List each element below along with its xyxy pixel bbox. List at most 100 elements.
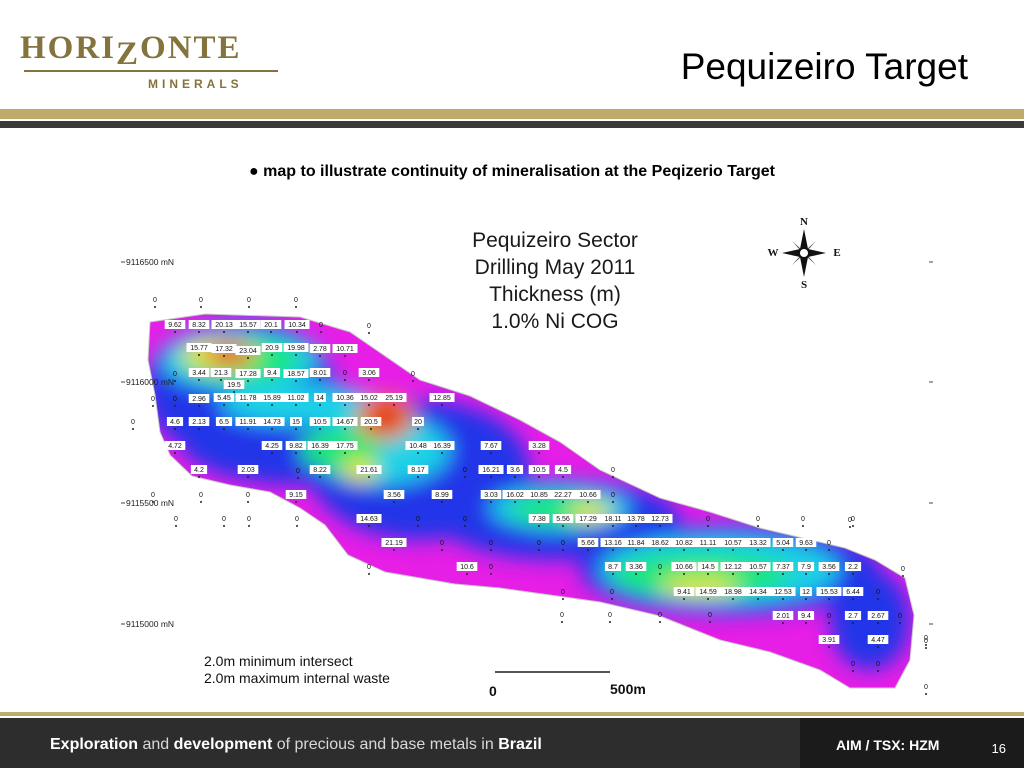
drill-hole-collar	[247, 428, 249, 430]
drill-hole-collar	[782, 598, 784, 600]
drill-hole-zero: 0	[924, 684, 928, 695]
drill-hole-label: 7.38	[528, 514, 550, 527]
drill-hole-collar	[852, 622, 854, 624]
compass-rose-icon: N S E W	[768, 216, 841, 291]
drill-hole-value: 0	[294, 297, 298, 304]
drill-hole-zero: 0	[611, 467, 615, 478]
drill-hole-label: 20	[412, 417, 424, 430]
drill-hole-value: 2.03	[241, 467, 255, 474]
drill-hole-label: 9.41	[673, 587, 695, 600]
drill-hole-collar	[635, 573, 637, 575]
drill-hole-label-bg	[720, 538, 746, 547]
drill-hole-collar	[198, 428, 200, 430]
drill-hole-value: 11.02	[288, 395, 305, 402]
drill-hole-value: 0	[708, 612, 712, 619]
drill-hole-value: 18.11	[605, 516, 622, 523]
footer-tag-part: development	[173, 736, 273, 753]
drill-hole-value: 10.5	[313, 419, 327, 426]
drill-hole-label-bg	[575, 514, 601, 523]
drill-hole-collar	[248, 306, 250, 308]
northing-label: 9115500 mN	[126, 498, 174, 508]
drill-hole-collar	[852, 573, 854, 575]
drill-hole-label: 15	[290, 417, 302, 430]
drill-hole-label-bg	[647, 514, 673, 523]
drill-hole-value: 0	[610, 589, 614, 596]
drill-hole-label: 10.5	[309, 417, 331, 430]
drill-hole-value: 8.22	[313, 467, 327, 474]
drill-hole-value: 3.03	[484, 492, 498, 499]
drill-hole-label: 13.78	[623, 514, 649, 527]
drill-hole-value: 0	[367, 564, 371, 571]
drill-hole-value: 0	[876, 661, 880, 668]
drill-hole-zero: 0	[173, 371, 177, 382]
drill-hole-collar	[220, 379, 222, 381]
drill-hole-collar	[538, 501, 540, 503]
drill-hole-label-bg	[550, 490, 576, 499]
drill-hole-zero: 0	[611, 492, 615, 503]
scale-start-label: 0	[489, 683, 497, 699]
drill-hole-label: 3.36	[625, 562, 647, 575]
drill-hole-collar	[132, 428, 134, 430]
legend-max-waste: 2.0m maximum internal waste	[204, 670, 390, 686]
drill-hole-collar	[925, 693, 927, 695]
drill-hole-label-bg	[772, 562, 794, 571]
drill-hole-label-bg	[283, 343, 309, 352]
drill-hole-value: 0	[611, 492, 615, 499]
drill-hole-value: 2.2	[848, 564, 858, 571]
drill-hole-value: 12.53	[774, 589, 792, 596]
header-dark-band	[0, 121, 1024, 128]
drill-hole-label-bg	[625, 562, 647, 571]
drill-hole-collar	[417, 428, 419, 430]
drill-hole-label: 8.01	[309, 368, 331, 381]
drill-hole-label: 17.28	[235, 369, 261, 382]
drill-hole-collar	[538, 549, 540, 551]
drill-hole-value: 18.98	[724, 589, 742, 596]
drill-hole-value: 0	[801, 516, 805, 523]
drill-hole-label-bg	[259, 417, 285, 426]
drill-hole-value: 0	[489, 564, 493, 571]
drill-hole-collar	[319, 476, 321, 478]
drill-hole-collar	[611, 598, 613, 600]
drill-hole-collar	[247, 380, 249, 382]
drill-hole-label: 2.78	[309, 344, 331, 357]
drill-hole-label: 20.9	[261, 343, 283, 356]
drill-hole-label-bg	[770, 587, 796, 596]
drill-hole-label: 2.03	[237, 465, 259, 478]
drill-hole-collar	[198, 354, 200, 356]
drill-hole-value: 0	[848, 517, 852, 524]
drill-hole-value: 19.5	[227, 382, 241, 389]
drill-hole-label-bg	[356, 465, 382, 474]
drill-hole-label: 9.15	[285, 490, 307, 503]
drill-hole-label: 10.66	[575, 490, 601, 503]
drill-hole-zero: 0	[319, 322, 323, 333]
drill-hole-value: 0	[901, 566, 905, 573]
drill-hole-zero: 0	[851, 516, 855, 527]
drill-hole-value: 8.7	[608, 564, 618, 571]
drill-hole-collar	[732, 598, 734, 600]
drill-hole-label: 5.66	[577, 538, 599, 551]
drill-hole-label: 17.32	[211, 344, 237, 357]
drill-hole-collar	[393, 501, 395, 503]
drill-hole-label: 25.19	[381, 393, 407, 406]
drill-hole-label: 3.03	[480, 490, 502, 503]
drill-hole-label: 13.32	[745, 538, 771, 551]
drill-hole-collar	[154, 306, 156, 308]
drill-hole-label-bg	[604, 562, 622, 571]
drill-hole-value: 0	[463, 467, 467, 474]
drill-hole-value: 14.63	[360, 516, 378, 523]
drill-hole-label: 9.82	[285, 441, 307, 454]
drill-hole-value: 16.39	[311, 443, 329, 450]
drill-hole-collar	[174, 380, 176, 382]
drill-hole-value: 9.62	[168, 322, 182, 329]
drill-hole-value: 7.9	[801, 564, 811, 571]
drill-hole-collar	[295, 404, 297, 406]
drill-hole-value: 4.2	[194, 467, 204, 474]
drill-hole-collar	[852, 670, 854, 672]
drill-hole-label-bg	[285, 490, 307, 499]
drill-hole-zero: 0	[246, 492, 250, 503]
drill-hole-label: 10.66	[671, 562, 697, 575]
drill-hole-value: 0	[898, 613, 902, 620]
drill-hole-label-bg	[745, 538, 771, 547]
drill-hole-value: 15	[292, 419, 300, 426]
drill-hole-label: 14.67	[332, 417, 358, 430]
